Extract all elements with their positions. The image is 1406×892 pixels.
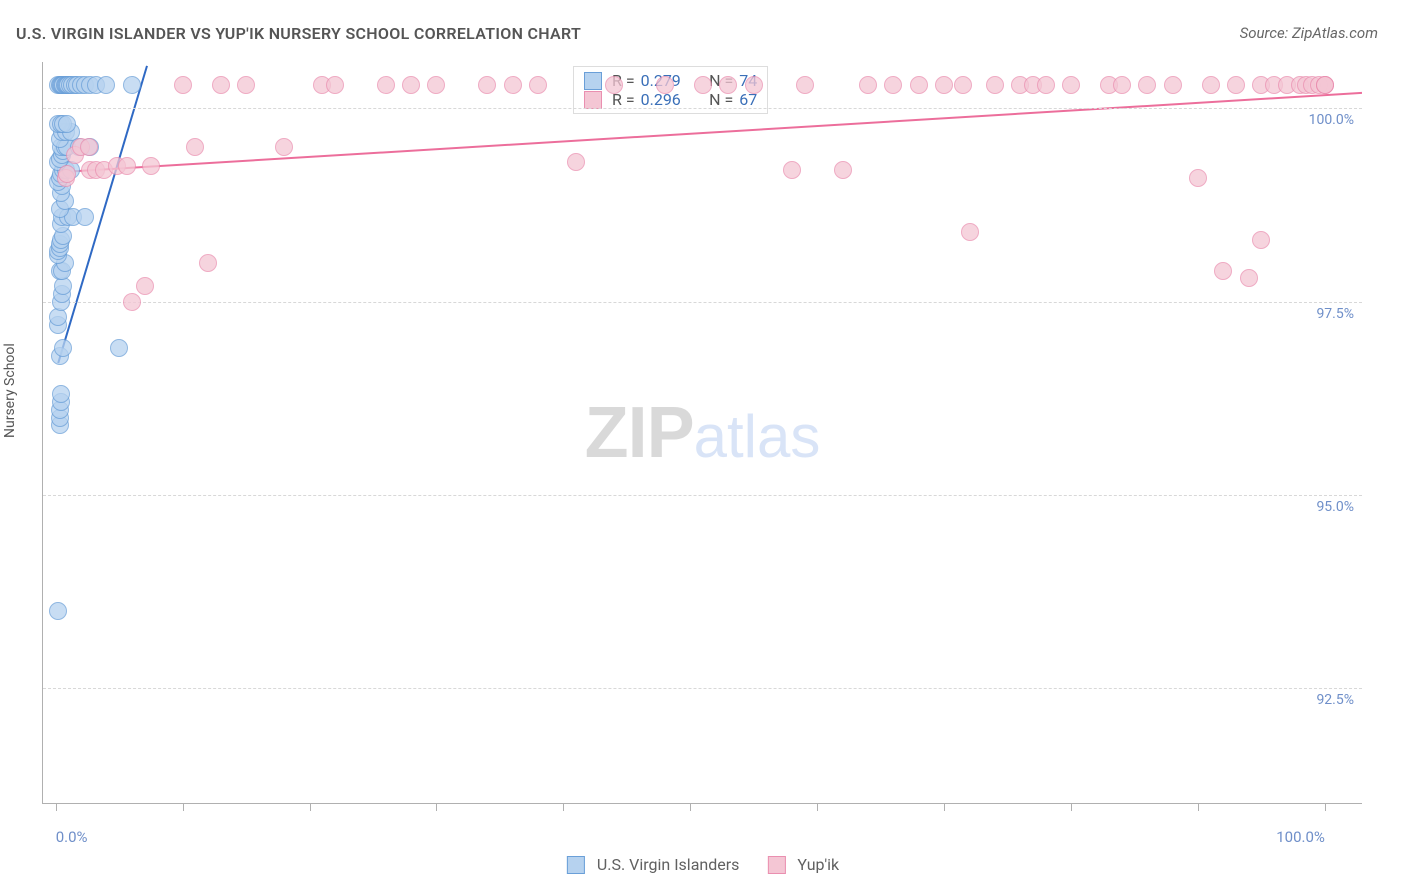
data-point[interactable] (567, 153, 585, 171)
data-point[interactable] (186, 138, 204, 156)
gridline-h (43, 688, 1362, 689)
data-point[interactable] (719, 76, 737, 94)
trend-lines-svg (43, 62, 1362, 803)
data-point[interactable] (859, 76, 877, 94)
data-point[interactable] (656, 76, 674, 94)
data-point[interactable] (478, 76, 496, 94)
x-axis-tick (1071, 803, 1072, 811)
legend-swatch (567, 856, 585, 874)
legend-item[interactable]: U.S. Virgin Islanders (567, 855, 740, 874)
data-point[interactable] (402, 76, 420, 94)
data-point[interactable] (49, 602, 67, 620)
series-legend: U.S. Virgin Islanders Yup'ik (567, 855, 839, 874)
data-point[interactable] (605, 76, 623, 94)
data-point[interactable] (1252, 231, 1270, 249)
data-point[interactable] (986, 76, 1004, 94)
gridline-h (43, 495, 1362, 496)
data-point[interactable] (1316, 76, 1334, 94)
legend-swatch (584, 91, 602, 109)
watermark: ZIPatlas (585, 392, 821, 474)
data-point[interactable] (377, 76, 395, 94)
data-point[interactable] (1138, 76, 1156, 94)
source-label: Source: ZipAtlas.com (1240, 24, 1378, 42)
y-axis-tick-label: 100.0% (1309, 112, 1354, 128)
data-point[interactable] (427, 76, 445, 94)
data-point[interactable] (54, 339, 72, 357)
legend-swatch (584, 72, 602, 90)
data-point[interactable] (110, 339, 128, 357)
data-point[interactable] (1202, 76, 1220, 94)
data-point[interactable] (118, 157, 136, 175)
data-point[interactable] (694, 76, 712, 94)
watermark-text-2: atlas (694, 403, 821, 470)
data-point[interactable] (1037, 76, 1055, 94)
data-point[interactable] (237, 76, 255, 94)
data-point[interactable] (212, 76, 230, 94)
x-axis-tick (817, 803, 818, 811)
data-point[interactable] (1189, 169, 1207, 187)
x-axis-tick-label: 0.0% (56, 828, 88, 846)
data-point[interactable] (80, 138, 98, 156)
data-point[interactable] (783, 161, 801, 179)
data-point[interactable] (275, 138, 293, 156)
data-point[interactable] (1164, 76, 1182, 94)
data-point[interactable] (49, 308, 67, 326)
data-point[interactable] (1062, 76, 1080, 94)
x-axis-tick (563, 803, 564, 811)
data-point[interactable] (796, 76, 814, 94)
data-point[interactable] (884, 76, 902, 94)
y-axis-tick-label: 92.5% (1316, 692, 1354, 708)
y-axis-title: Nursery School (2, 343, 18, 438)
data-point[interactable] (199, 254, 217, 272)
x-axis-tick (1198, 803, 1199, 811)
data-point[interactable] (529, 76, 547, 94)
data-point[interactable] (76, 208, 94, 226)
gridline-h (43, 302, 1362, 303)
data-point[interactable] (174, 76, 192, 94)
legend-swatch (767, 856, 785, 874)
data-point[interactable] (123, 293, 141, 311)
data-point[interactable] (52, 385, 70, 403)
legend-series-name: U.S. Virgin Islanders (597, 855, 740, 874)
data-point[interactable] (961, 223, 979, 241)
y-axis-tick-label: 97.5% (1316, 306, 1354, 322)
data-point[interactable] (58, 165, 76, 183)
data-point[interactable] (142, 157, 160, 175)
data-point[interactable] (1113, 76, 1131, 94)
x-axis-tick (436, 803, 437, 811)
legend-series-name: Yup'ik (797, 855, 839, 874)
legend-item[interactable]: Yup'ik (767, 855, 839, 874)
x-axis-tick (56, 803, 57, 811)
data-point[interactable] (1227, 76, 1245, 94)
data-point[interactable] (136, 277, 154, 295)
chart-title: U.S. VIRGIN ISLANDER VS YUP'IK NURSERY S… (16, 24, 581, 43)
data-point[interactable] (326, 76, 344, 94)
x-axis-tick (1325, 803, 1326, 811)
x-axis-tick (944, 803, 945, 811)
data-point[interactable] (97, 76, 115, 94)
data-point[interactable] (1240, 269, 1258, 287)
scatter-plot-area: ZIPatlas R = 0.279 N = 74R = 0.296 N = 6… (42, 62, 1362, 804)
watermark-text-1: ZIP (585, 393, 694, 473)
data-point[interactable] (123, 76, 141, 94)
data-point[interactable] (954, 76, 972, 94)
data-point[interactable] (1214, 262, 1232, 280)
x-axis-tick (310, 803, 311, 811)
data-point[interactable] (58, 115, 76, 133)
y-axis-tick-label: 95.0% (1316, 499, 1354, 515)
gridline-h (43, 108, 1362, 109)
x-axis-tick (690, 803, 691, 811)
data-point[interactable] (834, 161, 852, 179)
data-point[interactable] (745, 76, 763, 94)
data-point[interactable] (935, 76, 953, 94)
data-point[interactable] (54, 277, 72, 295)
data-point[interactable] (910, 76, 928, 94)
data-point[interactable] (504, 76, 522, 94)
x-axis-tick-label: 100.0% (1276, 828, 1325, 846)
x-axis-tick (183, 803, 184, 811)
